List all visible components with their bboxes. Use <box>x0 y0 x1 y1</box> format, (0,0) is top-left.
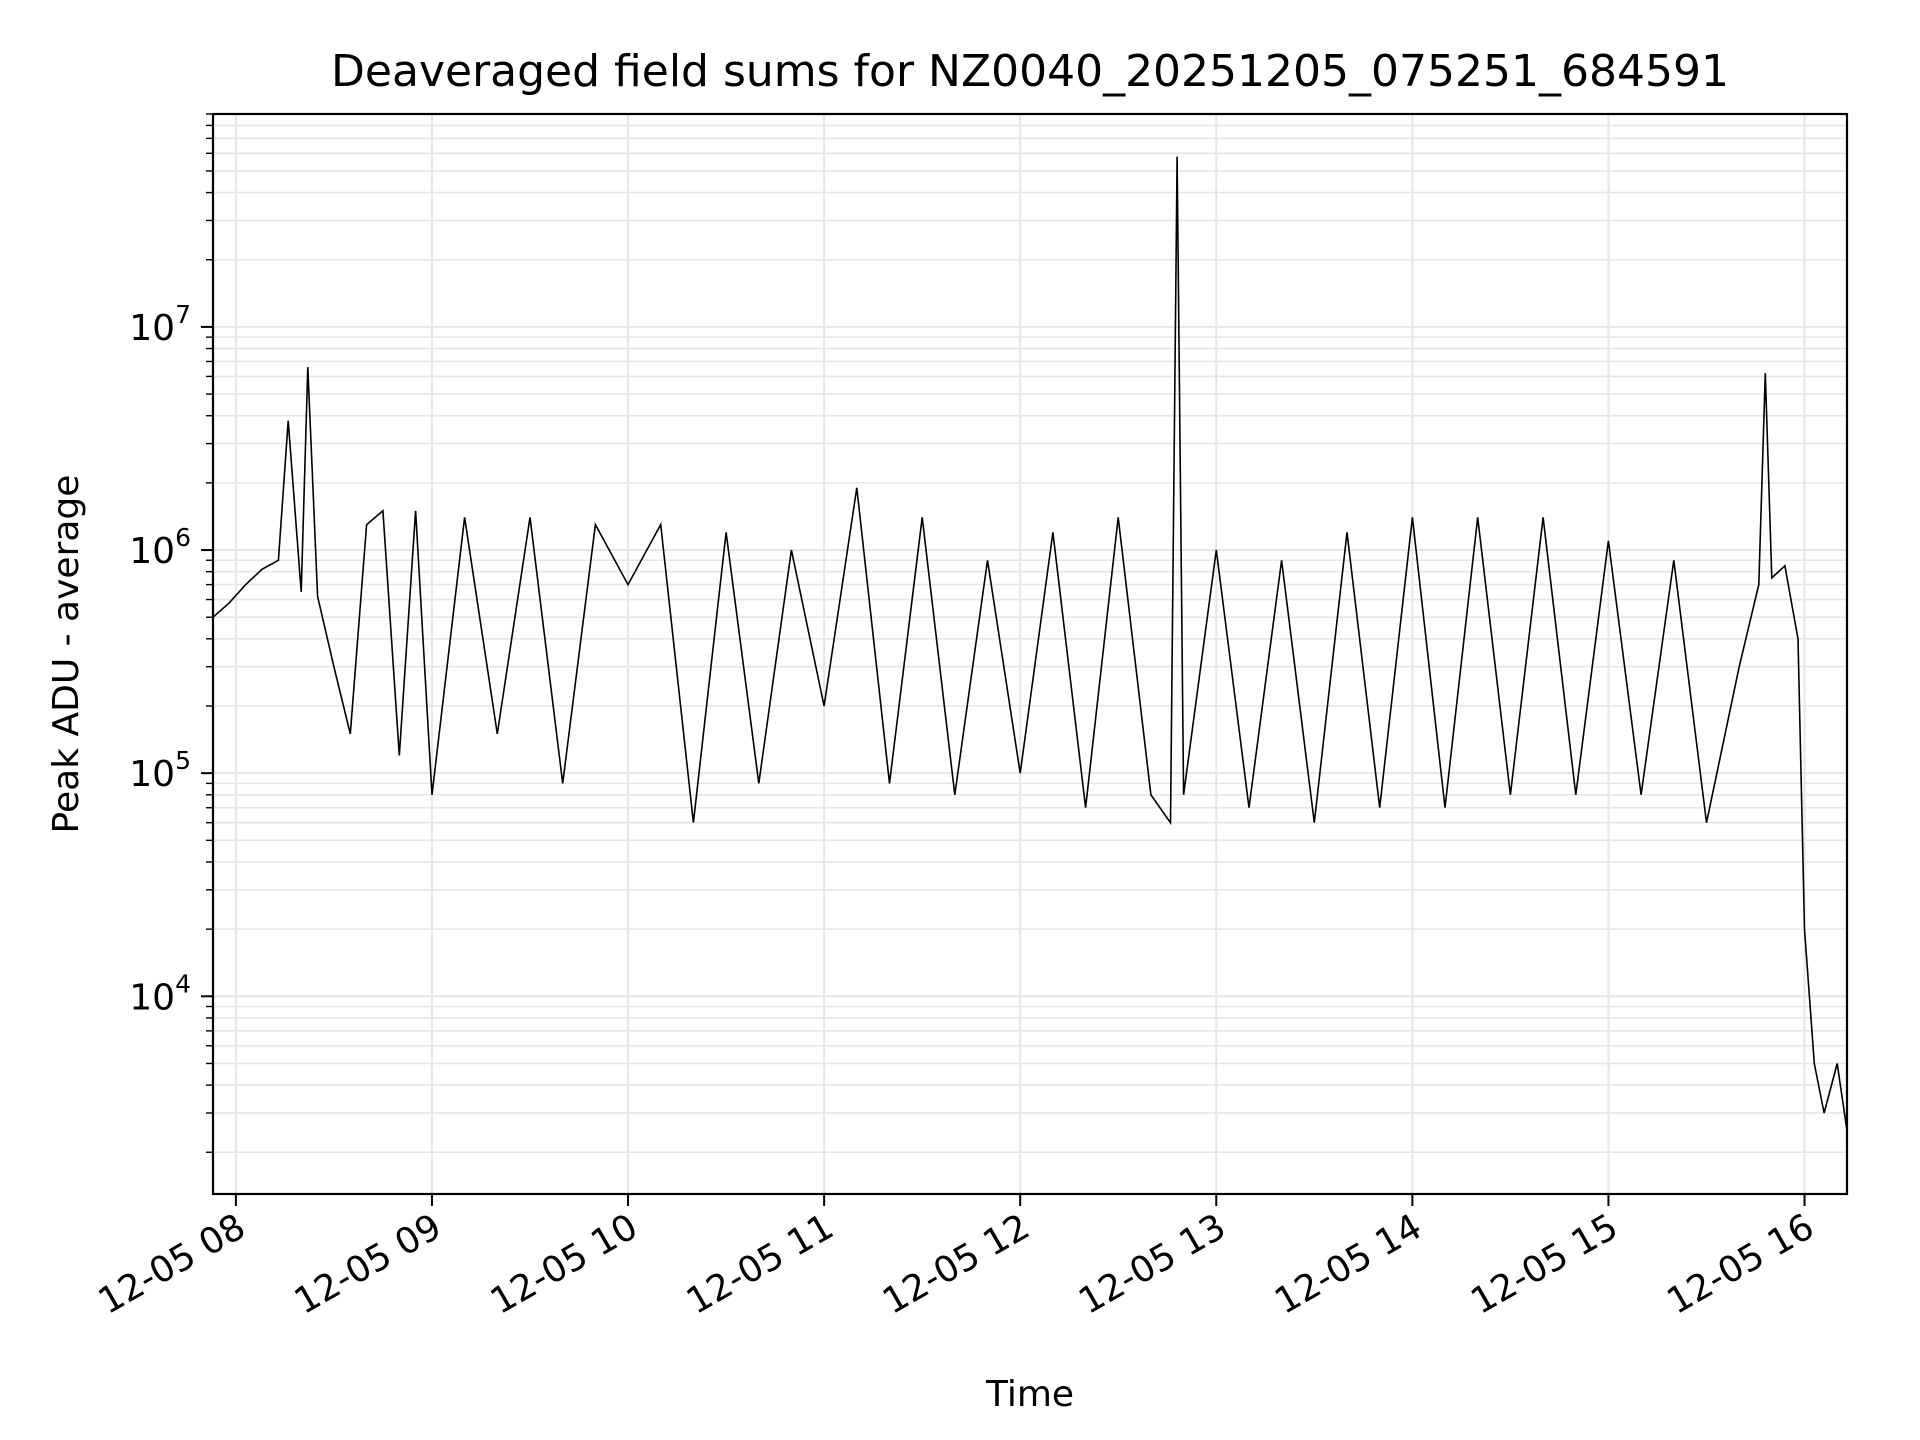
chart-title: Deaveraged field sums for NZ0040_2025120… <box>331 46 1729 97</box>
series-layer <box>212 156 1848 1131</box>
series-line <box>212 156 1848 1131</box>
y-tick-label: 106 <box>129 523 191 572</box>
x-axis-label: Time <box>985 1374 1074 1415</box>
plot-frame <box>211 112 1849 1196</box>
grid <box>213 113 1847 1194</box>
y-axis-label: Peak ADU - average <box>46 475 87 834</box>
y-tick-label: 105 <box>129 746 191 795</box>
y-tick-label: 104 <box>129 969 191 1018</box>
y-tick-label: 107 <box>129 300 191 349</box>
